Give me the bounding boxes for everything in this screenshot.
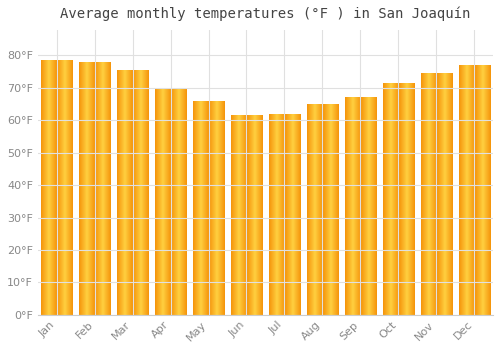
- Title: Average monthly temperatures (°F ) in San Joaquín: Average monthly temperatures (°F ) in Sa…: [60, 7, 470, 21]
